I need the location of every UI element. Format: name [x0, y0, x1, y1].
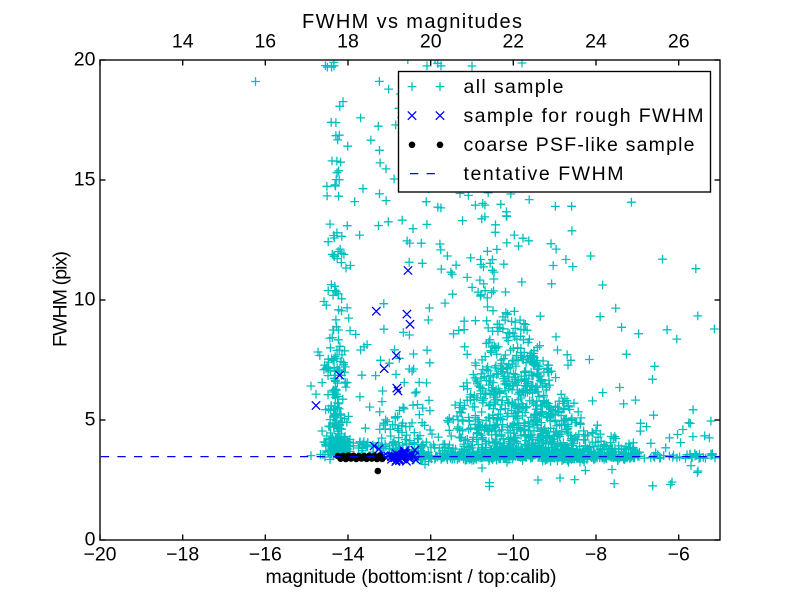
- svg-text:18: 18: [337, 31, 359, 53]
- svg-text:coarse PSF-like sample: coarse PSF-like sample: [464, 134, 695, 156]
- svg-text:16: 16: [254, 31, 276, 53]
- svg-text:sample for rough FWHM: sample for rough FWHM: [464, 105, 704, 127]
- svg-text:all sample: all sample: [464, 76, 564, 98]
- svg-text:22: 22: [502, 31, 524, 53]
- svg-text:20: 20: [420, 31, 442, 53]
- svg-text:−14: −14: [331, 544, 364, 566]
- svg-text:magnitude (bottom:isnt / top:c: magnitude (bottom:isnt / top:calib): [266, 566, 557, 588]
- svg-text:−16: −16: [249, 544, 282, 566]
- svg-text:−10: −10: [497, 544, 530, 566]
- svg-text:−18: −18: [166, 544, 199, 566]
- svg-text:−8: −8: [585, 544, 607, 566]
- svg-text:−20: −20: [83, 544, 116, 566]
- svg-text:FWHM vs magnitudes: FWHM vs magnitudes: [302, 11, 522, 33]
- svg-text:24: 24: [585, 31, 607, 53]
- svg-text:0: 0: [85, 529, 96, 551]
- svg-text:FWHM (pix): FWHM (pix): [50, 251, 72, 347]
- svg-text:15: 15: [74, 169, 96, 191]
- svg-text:10: 10: [74, 289, 96, 311]
- svg-text:5: 5: [85, 409, 96, 431]
- svg-text:26: 26: [668, 31, 690, 53]
- svg-text:14: 14: [172, 31, 194, 53]
- svg-text:20: 20: [74, 49, 96, 71]
- svg-text:−6: −6: [668, 544, 690, 566]
- svg-text:−12: −12: [414, 544, 447, 566]
- svg-text:tentative FWHM: tentative FWHM: [464, 163, 624, 185]
